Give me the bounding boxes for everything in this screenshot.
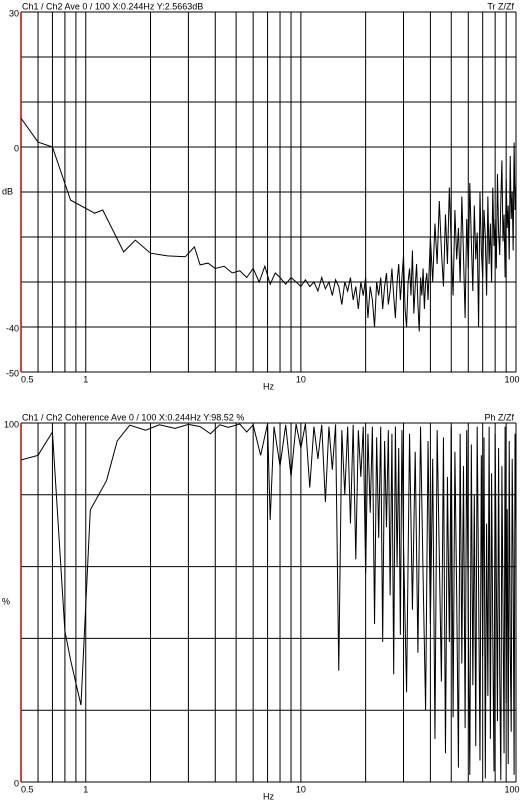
x-axis-label: Hz: [263, 791, 274, 801]
x-tick-label: 100: [504, 374, 519, 384]
x-tick-label: 100: [504, 784, 519, 794]
x-tick-label: 10: [296, 374, 306, 384]
y-tick-label: 100: [4, 419, 19, 429]
y-tick-label: 0: [14, 778, 19, 788]
x-tick-label: 0.5: [21, 374, 34, 384]
y-axis-label: dB: [2, 186, 13, 196]
x-axis-label: Hz: [263, 381, 274, 391]
y-tick-label: 30: [9, 8, 19, 18]
data-line: [20, 423, 517, 781]
y-axis-label: %: [2, 596, 10, 606]
corner-label: Tr Z/Zf: [487, 1, 514, 11]
chart-title: Ch1 / Ch2 Coherence Ave 0 / 100 X:0.244H…: [22, 412, 244, 422]
data-line: [20, 117, 517, 332]
y-tick-label: 0: [14, 143, 19, 153]
y-tick-label: -50: [6, 368, 19, 378]
x-tick-label: 1: [83, 784, 88, 794]
x-tick-label: 0.5: [21, 784, 34, 794]
x-tick-label: 1: [83, 374, 88, 384]
corner-label: Ph Z/Zf: [484, 412, 514, 422]
y-tick-label: -40: [6, 323, 19, 333]
chart-title: Ch1 / Ch2 Ave 0 / 100 X:0.244Hz Y:2.5663…: [22, 1, 203, 11]
x-tick-label: 10: [296, 784, 306, 794]
